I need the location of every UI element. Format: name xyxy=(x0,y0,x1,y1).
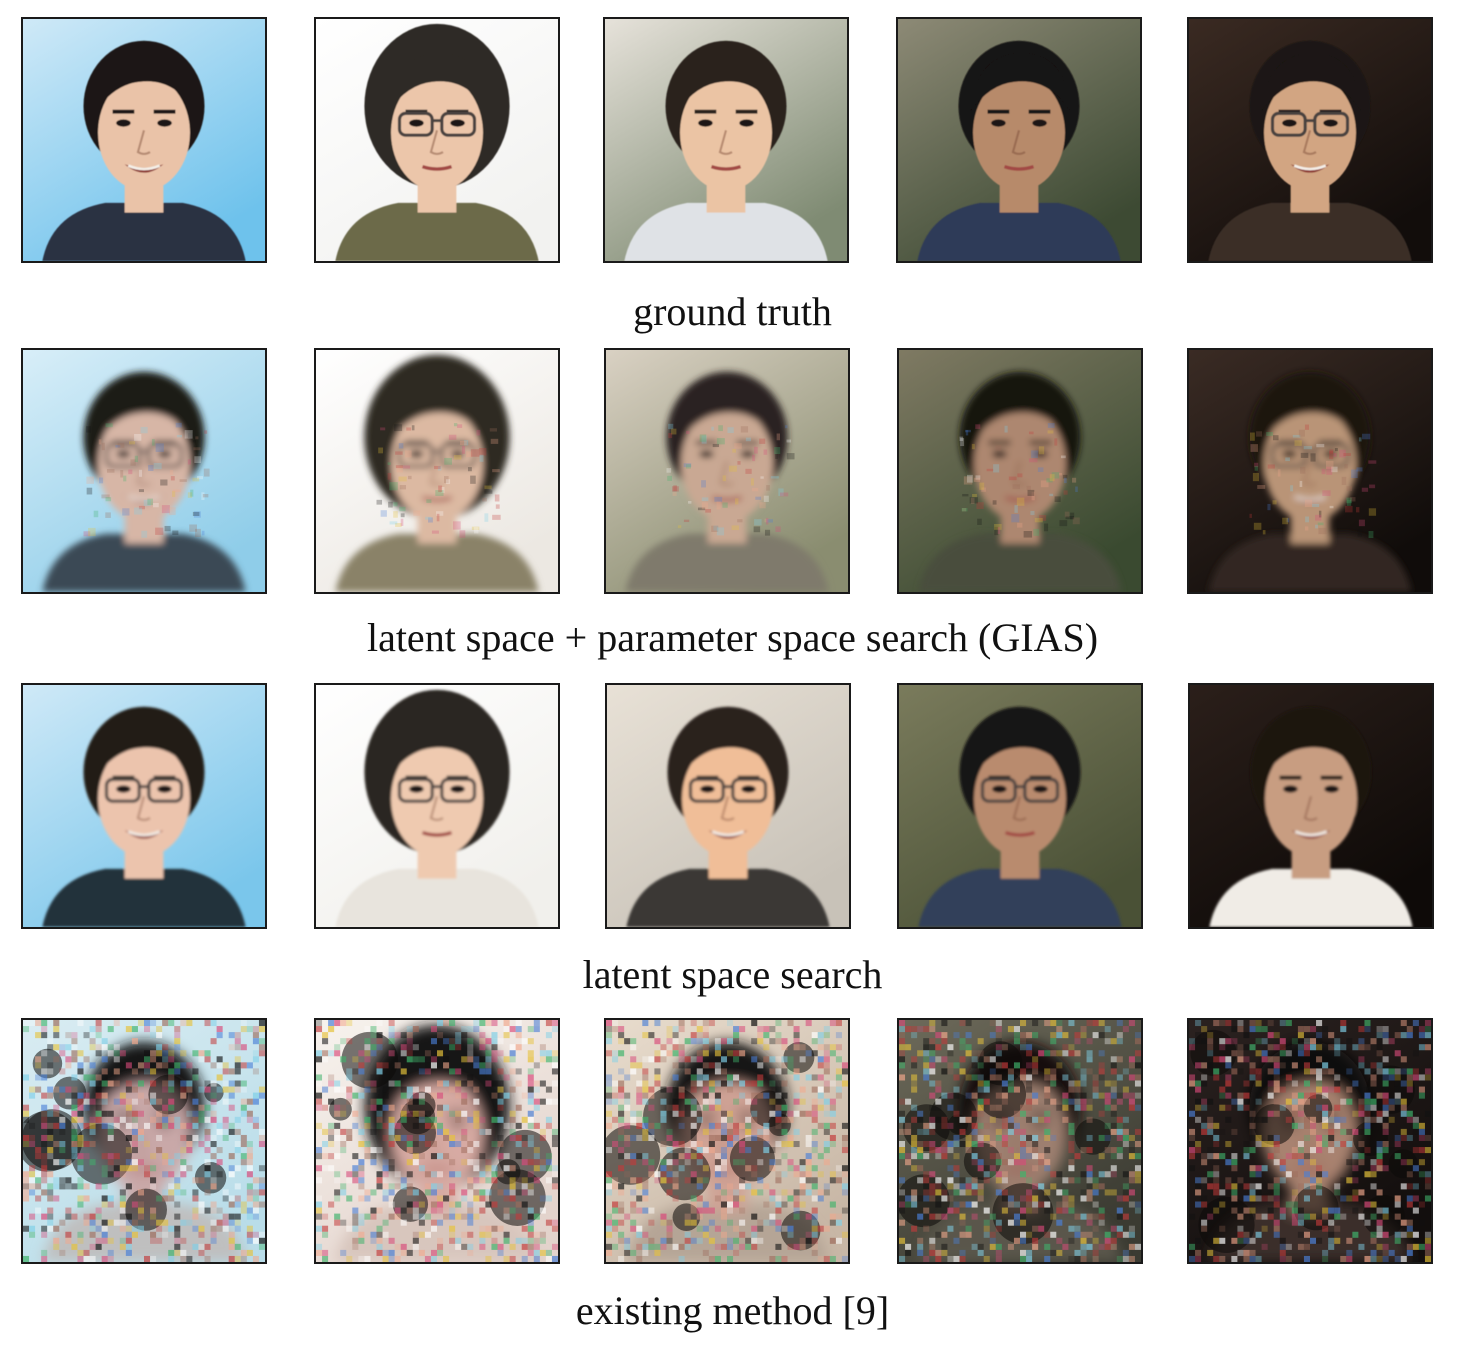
image-tile xyxy=(1187,17,1433,263)
face-image xyxy=(1190,685,1432,927)
face-image xyxy=(23,685,265,927)
row-caption-latent-space-search: latent space search xyxy=(0,951,1465,999)
face-image xyxy=(898,19,1140,261)
image-tile xyxy=(314,683,560,929)
face-image xyxy=(1189,1020,1431,1262)
face-image xyxy=(899,350,1141,592)
row-caption-gias: latent space + parameter space search (G… xyxy=(0,614,1465,662)
image-tile xyxy=(1187,348,1433,594)
image-tile xyxy=(605,683,851,929)
face-image xyxy=(607,685,849,927)
face-image xyxy=(605,19,847,261)
face-image xyxy=(316,350,558,592)
image-tile xyxy=(604,1018,850,1264)
row-caption-existing-method: existing method [9] xyxy=(0,1287,1465,1335)
face-image xyxy=(606,1020,848,1262)
face-image xyxy=(899,685,1141,927)
image-tile xyxy=(897,348,1143,594)
image-tile xyxy=(604,348,850,594)
face-image xyxy=(316,1020,558,1262)
image-tile xyxy=(21,17,267,263)
image-tile xyxy=(314,1018,560,1264)
image-tile xyxy=(21,1018,267,1264)
face-image xyxy=(1189,350,1431,592)
face-image xyxy=(23,19,265,261)
image-tile xyxy=(21,348,267,594)
image-tile xyxy=(21,683,267,929)
image-tile xyxy=(603,17,849,263)
image-tile xyxy=(897,1018,1143,1264)
image-tile xyxy=(314,17,560,263)
face-image xyxy=(23,1020,265,1262)
face-image xyxy=(606,350,848,592)
face-image xyxy=(316,685,558,927)
image-tile xyxy=(1188,683,1434,929)
face-image xyxy=(899,1020,1141,1262)
image-tile xyxy=(1187,1018,1433,1264)
image-tile xyxy=(896,17,1142,263)
row-caption-ground-truth: ground truth xyxy=(0,288,1465,336)
face-image xyxy=(316,19,558,261)
face-image xyxy=(23,350,265,592)
image-tile xyxy=(314,348,560,594)
image-tile xyxy=(897,683,1143,929)
face-image xyxy=(1189,19,1431,261)
